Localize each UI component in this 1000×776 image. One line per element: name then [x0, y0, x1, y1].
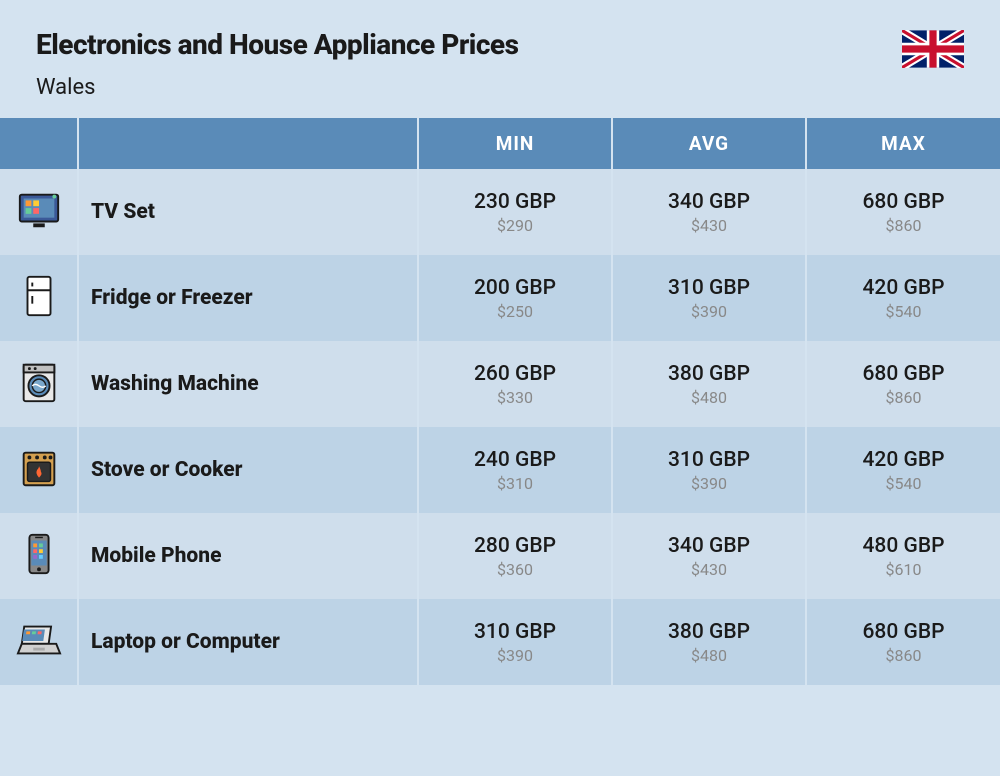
header: Electronics and House Appliance Prices W…: [0, 0, 1000, 118]
min-gbp: 200 GBP: [419, 276, 611, 300]
table-row: TV Set 230 GBP $290 340 GBP $430 680 GBP…: [0, 169, 1000, 255]
max-usd: $860: [807, 646, 1000, 665]
max-gbp: 480 GBP: [807, 534, 1000, 558]
min-gbp: 240 GBP: [419, 448, 611, 472]
min-price-cell: 280 GBP $360: [418, 513, 612, 599]
min-price-cell: 260 GBP $330: [418, 341, 612, 427]
min-usd: $290: [419, 216, 611, 235]
max-gbp: 680 GBP: [807, 620, 1000, 644]
min-column-header: MIN: [418, 118, 612, 169]
max-gbp: 420 GBP: [807, 276, 1000, 300]
item-name: Laptop or Computer: [78, 599, 418, 685]
item-name: Washing Machine: [78, 341, 418, 427]
max-gbp: 420 GBP: [807, 448, 1000, 472]
avg-gbp: 310 GBP: [613, 448, 805, 472]
fridge-icon: [0, 255, 78, 341]
min-price-cell: 230 GBP $290: [418, 169, 612, 255]
icon-column-header: [0, 118, 78, 169]
page-subtitle: Wales: [36, 75, 964, 100]
avg-usd: $430: [613, 560, 805, 579]
max-price-cell: 480 GBP $610: [806, 513, 1000, 599]
table-header-row: MIN AVG MAX: [0, 118, 1000, 169]
item-name: Mobile Phone: [78, 513, 418, 599]
avg-usd: $480: [613, 646, 805, 665]
min-price-cell: 240 GBP $310: [418, 427, 612, 513]
laptop-icon: [0, 599, 78, 685]
avg-usd: $390: [613, 302, 805, 321]
item-name: Stove or Cooker: [78, 427, 418, 513]
table-row: Stove or Cooker 240 GBP $310 310 GBP $39…: [0, 427, 1000, 513]
avg-usd: $430: [613, 216, 805, 235]
table-row: Fridge or Freezer 200 GBP $250 310 GBP $…: [0, 255, 1000, 341]
max-gbp: 680 GBP: [807, 362, 1000, 386]
min-price-cell: 310 GBP $390: [418, 599, 612, 685]
max-usd: $540: [807, 302, 1000, 321]
avg-column-header: AVG: [612, 118, 806, 169]
name-column-header: [78, 118, 418, 169]
min-usd: $330: [419, 388, 611, 407]
item-name: TV Set: [78, 169, 418, 255]
price-table: MIN AVG MAX TV Set 230 GBP $290 340 GBP …: [0, 118, 1000, 685]
avg-gbp: 340 GBP: [613, 534, 805, 558]
max-price-cell: 680 GBP $860: [806, 341, 1000, 427]
avg-price-cell: 380 GBP $480: [612, 599, 806, 685]
max-price-cell: 680 GBP $860: [806, 169, 1000, 255]
min-gbp: 260 GBP: [419, 362, 611, 386]
avg-price-cell: 380 GBP $480: [612, 341, 806, 427]
min-gbp: 230 GBP: [419, 190, 611, 214]
min-usd: $310: [419, 474, 611, 493]
avg-usd: $480: [613, 388, 805, 407]
min-usd: $390: [419, 646, 611, 665]
min-usd: $250: [419, 302, 611, 321]
min-usd: $360: [419, 560, 611, 579]
max-price-cell: 420 GBP $540: [806, 427, 1000, 513]
avg-gbp: 380 GBP: [613, 362, 805, 386]
max-price-cell: 680 GBP $860: [806, 599, 1000, 685]
uk-flag-icon: [902, 30, 964, 68]
max-usd: $610: [807, 560, 1000, 579]
tv-icon: [0, 169, 78, 255]
min-gbp: 310 GBP: [419, 620, 611, 644]
min-price-cell: 200 GBP $250: [418, 255, 612, 341]
max-column-header: MAX: [806, 118, 1000, 169]
max-usd: $540: [807, 474, 1000, 493]
avg-usd: $390: [613, 474, 805, 493]
phone-icon: [0, 513, 78, 599]
avg-price-cell: 310 GBP $390: [612, 427, 806, 513]
max-usd: $860: [807, 388, 1000, 407]
avg-price-cell: 340 GBP $430: [612, 513, 806, 599]
table-row: Laptop or Computer 310 GBP $390 380 GBP …: [0, 599, 1000, 685]
min-gbp: 280 GBP: [419, 534, 611, 558]
item-name: Fridge or Freezer: [78, 255, 418, 341]
table-row: Washing Machine 260 GBP $330 380 GBP $48…: [0, 341, 1000, 427]
page-title: Electronics and House Appliance Prices: [36, 28, 964, 61]
table-row: Mobile Phone 280 GBP $360 340 GBP $430 4…: [0, 513, 1000, 599]
avg-price-cell: 340 GBP $430: [612, 169, 806, 255]
avg-gbp: 380 GBP: [613, 620, 805, 644]
max-price-cell: 420 GBP $540: [806, 255, 1000, 341]
max-gbp: 680 GBP: [807, 190, 1000, 214]
avg-price-cell: 310 GBP $390: [612, 255, 806, 341]
max-usd: $860: [807, 216, 1000, 235]
washer-icon: [0, 341, 78, 427]
avg-gbp: 310 GBP: [613, 276, 805, 300]
avg-gbp: 340 GBP: [613, 190, 805, 214]
stove-icon: [0, 427, 78, 513]
